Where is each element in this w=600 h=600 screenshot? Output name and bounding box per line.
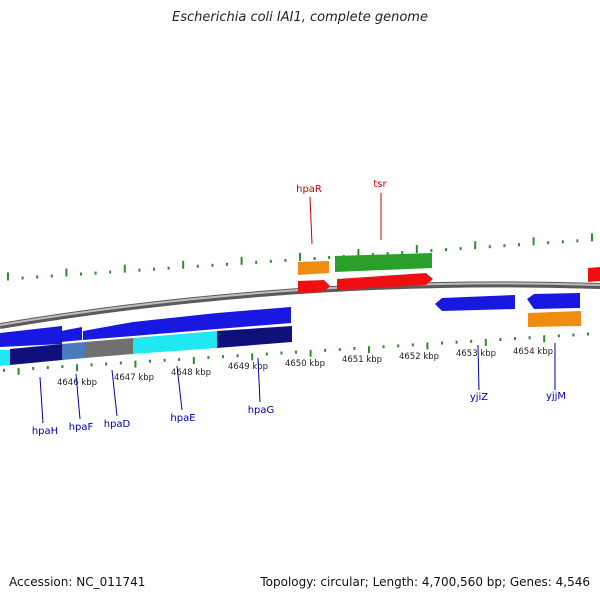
gene-leader-hpaF — [75, 373, 81, 420]
gene-label-hpaF: hpaF — [69, 422, 94, 433]
map-title: Escherichia coli IAI1, complete genome — [172, 10, 428, 25]
scale-label: 4653 kbp — [456, 349, 496, 359]
gene-label-yjiZ: yjiZ — [470, 392, 488, 403]
gene-label-hpaR: hpaR — [296, 184, 322, 195]
yjiZ-arrow — [435, 295, 515, 311]
scale-label: 4654 kbp — [513, 347, 553, 357]
cog-block-cyan — [133, 331, 217, 354]
cog-block-navy — [10, 344, 62, 365]
gene-label-hpaG: hpaG — [248, 405, 275, 416]
hpaF-arrow — [61, 327, 82, 342]
gene-leader-yjiZ — [477, 344, 480, 391]
gene-leader-hpaD — [111, 369, 118, 417]
gene-leader-hpaE — [176, 365, 183, 411]
inner-tick-track — [3, 332, 589, 375]
hpaR-arrow — [298, 280, 330, 293]
hpaH-arrow — [0, 326, 62, 347]
scale-label: 4649 kbp — [228, 362, 268, 372]
cog-block-navy-2 — [217, 326, 292, 348]
tsr-cog-block — [335, 253, 432, 272]
gene-label-hpaE: hpaE — [170, 413, 195, 424]
gene-leader-hpaH — [39, 376, 44, 424]
hpaR-cog-block — [298, 261, 329, 275]
tsr-arrow — [337, 273, 433, 290]
scale-label: 4651 kbp — [342, 355, 382, 365]
gene-labels: hpaR tsr hpaH hpaF hpaD hpaE hpaG yjiZ yjjM — [32, 179, 566, 437]
gene-leader-hpaG — [257, 357, 261, 403]
outer-tick-track — [7, 233, 593, 281]
scale-label: 4648 kbp — [171, 368, 211, 378]
hpaD-arrow — [83, 322, 133, 340]
topology-text: Topology: circular; Length: 4,700,560 bp… — [260, 575, 590, 589]
feature-track — [0, 253, 600, 366]
gene-label-tsr: tsr — [373, 179, 387, 190]
edge-arrow-right — [588, 267, 600, 282]
accession-text: Accession: NC_011741 — [9, 575, 146, 589]
hpaE-arrow — [133, 313, 217, 336]
scale-label: 4647 kbp — [114, 373, 154, 383]
gene-label-hpaH: hpaH — [32, 426, 58, 437]
hpaG-arrow — [217, 307, 291, 329]
cog-block-orange-yjjM — [528, 311, 581, 327]
gene-leader-hpaR — [309, 196, 313, 245]
gene-label-yjjM: yjjM — [546, 391, 566, 402]
scale-label: 4652 kbp — [399, 352, 439, 362]
yjjM-arrow — [527, 293, 580, 309]
cog-block-cyan-left — [0, 350, 10, 366]
cog-block-gray — [85, 338, 133, 358]
gene-label-hpaD: hpaD — [104, 419, 131, 430]
scale-label: 4650 kbp — [285, 359, 325, 369]
cog-block-steel — [62, 342, 85, 360]
